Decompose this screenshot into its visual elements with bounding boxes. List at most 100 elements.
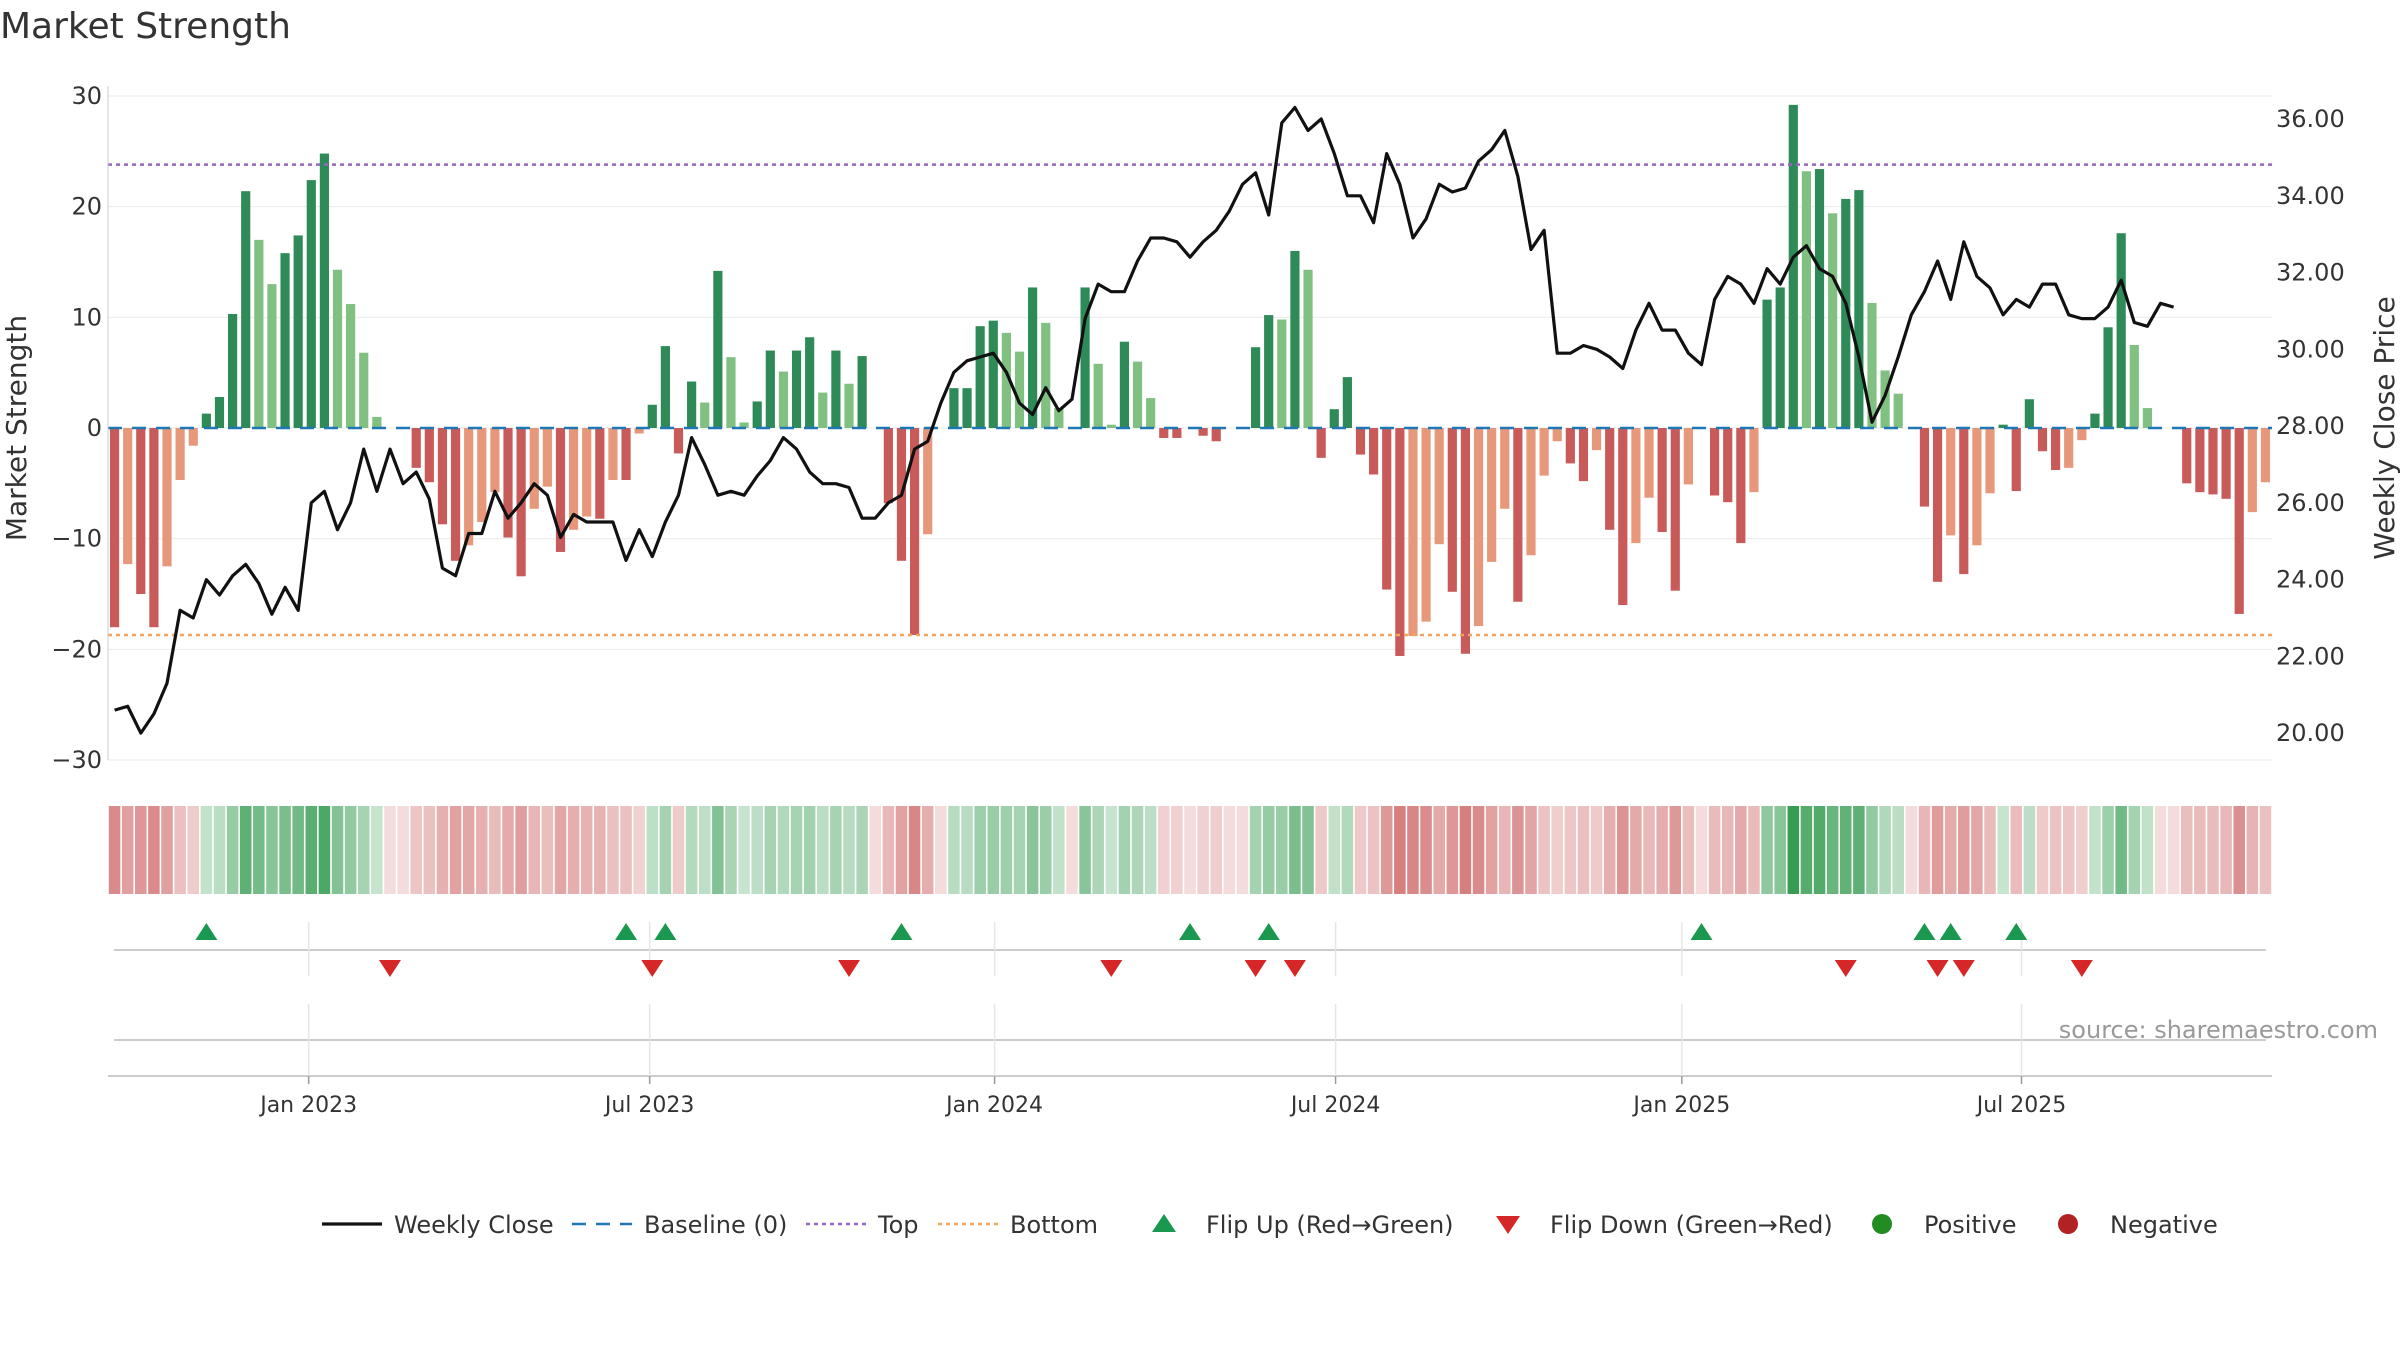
- strength-bar: [214, 397, 225, 428]
- heat-cell: [121, 806, 134, 894]
- strength-bar: [568, 428, 579, 530]
- axes: 30 20 10 0 −10 −20 −30 36.00 34.00 32.00 30.00 28.0…: [0, 82, 2400, 1118]
- x-tick-label: Jan 2025: [1631, 1093, 1730, 1118]
- heat-cell: [253, 806, 265, 894]
- strength-bar: [1762, 299, 1772, 428]
- strength-bar: [555, 428, 566, 552]
- flip-down-marker: [378, 960, 401, 977]
- flip-down-marker: [838, 960, 861, 977]
- heat-cell: [1617, 806, 1629, 894]
- heat-cell: [1367, 806, 1380, 894]
- heat-cell: [1446, 806, 1459, 894]
- strength-bar: [909, 428, 920, 635]
- strength-bar: [149, 428, 159, 628]
- strength-bar: [1159, 428, 1169, 438]
- source-label: source: sharemaestro.com: [2059, 1016, 2378, 1044]
- strength-bar: [1408, 428, 1418, 637]
- strength-bar: [2129, 345, 2139, 428]
- heat-cell: [1630, 806, 1642, 894]
- strength-bar: [359, 352, 369, 428]
- heat-cell: [738, 806, 750, 894]
- heat-cell: [1433, 806, 1445, 894]
- y-tick-label: 10: [71, 303, 102, 331]
- heat-cell: [620, 806, 632, 894]
- heat-cell: [371, 806, 383, 894]
- heat-cell: [1420, 806, 1432, 894]
- flip-up-marker: [615, 923, 638, 940]
- strength-bar: [962, 388, 972, 428]
- strength-bar: [162, 428, 172, 567]
- strength-heat-strip: [108, 806, 2272, 894]
- flip-up-marker: [1257, 923, 1280, 940]
- heat-cell: [1485, 806, 1498, 894]
- strength-bar: [1657, 428, 1667, 533]
- legend-item: Negative: [2058, 1211, 2218, 1239]
- strength-bar: [2208, 428, 2218, 495]
- strength-bar: [1342, 377, 1352, 428]
- heat-cell: [2194, 806, 2206, 894]
- heat-cell: [1958, 806, 1970, 894]
- heat-cell: [2049, 806, 2062, 894]
- strength-bar: [1749, 428, 1759, 493]
- heat-cell: [266, 806, 278, 894]
- legend-item: Flip Up (Red→Green): [1152, 1211, 1454, 1239]
- strength-bar: [608, 428, 618, 481]
- heat-cell: [1564, 806, 1577, 894]
- heat-cell: [2141, 806, 2154, 894]
- heat-cell: [646, 806, 659, 894]
- strength-bar: [805, 337, 815, 428]
- heat-cell: [1984, 806, 1996, 894]
- heat-cell: [2036, 806, 2049, 894]
- heat-cell: [1118, 806, 1131, 894]
- strength-bar: [1814, 169, 1825, 429]
- legend-label: Weekly Close: [394, 1211, 554, 1239]
- legend-label: Baseline (0): [644, 1211, 787, 1239]
- strength-bar: [1460, 428, 1471, 654]
- heat-cell: [344, 806, 357, 894]
- y2-tick-label: 24.00: [2276, 566, 2345, 594]
- legend-item: Positive: [1872, 1211, 2017, 1239]
- strength-bar: [2116, 233, 2126, 428]
- strength-bar: [477, 428, 487, 523]
- chart-title: Market Strength: [0, 6, 291, 47]
- strength-bar: [1867, 302, 1877, 428]
- y-tick-label: 30: [71, 82, 102, 110]
- strength-bar: [1644, 428, 1654, 498]
- strength-bar: [1119, 341, 1130, 428]
- strength-bar: [2195, 428, 2205, 493]
- heat-cell: [725, 806, 737, 894]
- y2-axis-label: Weekly Close Price: [2368, 296, 2400, 559]
- heat-cell: [974, 806, 986, 894]
- heat-cell: [1184, 806, 1196, 894]
- flip-up-marker: [195, 923, 218, 940]
- legend-item: Top: [806, 1211, 919, 1239]
- strength-bar: [988, 320, 998, 428]
- strength-bar: [1014, 351, 1025, 428]
- strength-bar: [1998, 424, 2008, 428]
- flip-down-marker: [2070, 960, 2093, 977]
- strength-bar: [2090, 413, 2100, 428]
- strength-bar: [1172, 428, 1182, 438]
- heat-cell: [895, 806, 908, 894]
- strength-bar: [1329, 409, 1339, 428]
- strength-bar: [1591, 428, 1602, 451]
- heat-cell: [1931, 806, 1944, 894]
- strength-bar: [1513, 428, 1523, 602]
- heat-cell: [423, 806, 436, 894]
- strength-bar: [1710, 428, 1720, 496]
- y-tick-label: −20: [51, 635, 102, 663]
- heat-cell: [2102, 806, 2114, 894]
- strength-bar: [1382, 428, 1392, 590]
- heat-cell: [1000, 806, 1013, 894]
- heat-cell: [2010, 806, 2023, 894]
- heat-cell: [1144, 806, 1157, 894]
- heat-cell: [1695, 806, 1708, 894]
- strength-bar: [1618, 428, 1628, 606]
- strength-bar: [1146, 398, 1156, 428]
- strength-bar: [2221, 428, 2231, 499]
- heat-cell: [515, 806, 527, 894]
- legend-label: Flip Down (Green→Red): [1550, 1211, 1833, 1239]
- strength-bar: [700, 402, 710, 428]
- strength-bar: [1316, 428, 1326, 458]
- heat-cell: [1289, 806, 1301, 894]
